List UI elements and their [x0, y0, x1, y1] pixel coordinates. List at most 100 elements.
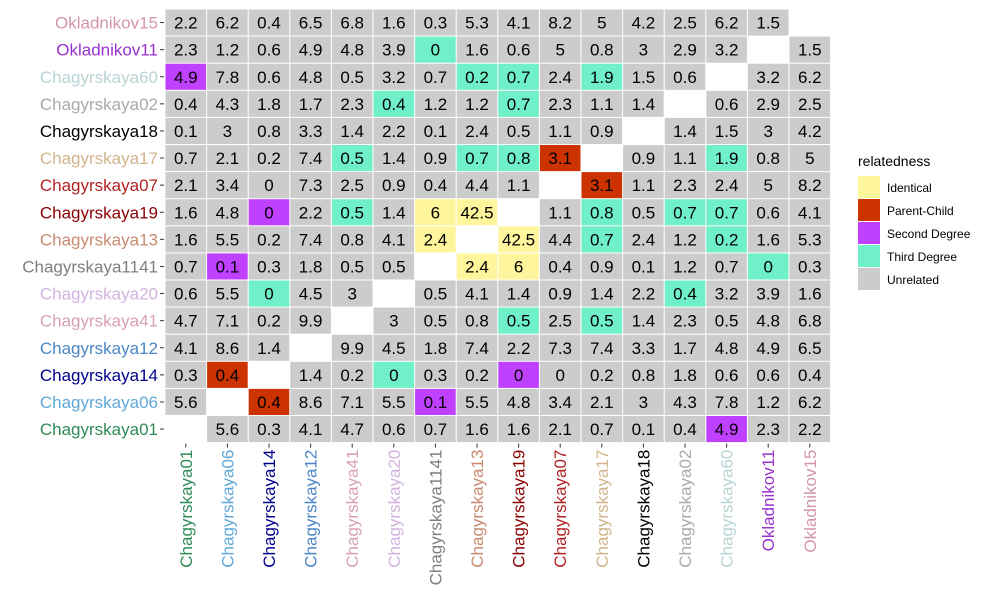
cell-value: 2.3 — [756, 420, 780, 439]
heatmap-cell — [789, 36, 831, 63]
heatmap-cell — [664, 334, 706, 361]
heatmap-cell — [581, 416, 623, 443]
cell-value: 0.5 — [715, 312, 739, 331]
heatmap-cell — [664, 416, 706, 443]
cell-value: 4.5 — [382, 339, 406, 358]
cell-value: 3.2 — [715, 285, 739, 304]
cell-value: 4.8 — [715, 339, 739, 358]
heatmap-cell — [623, 416, 664, 443]
cell-value: 1.1 — [632, 176, 656, 195]
cell-value: 2.2 — [507, 339, 531, 358]
x-tick-label: Chagyrskaya06 — [218, 450, 237, 568]
heatmap-cell — [248, 253, 290, 280]
cell-value: 3.2 — [756, 68, 780, 87]
cell-value: 6.8 — [340, 14, 364, 33]
x-tick-label: Chagyrskaya18 — [634, 450, 653, 568]
heatmap-cell — [747, 172, 789, 199]
cell-value: 0.3 — [174, 366, 198, 385]
heatmap-cell — [581, 307, 623, 334]
heatmap-cell — [415, 307, 456, 334]
cell-value: 4.1 — [465, 285, 489, 304]
cell-value: 2.3 — [673, 312, 697, 331]
x-tick-label: Chagyrskaya17 — [593, 450, 612, 568]
cell-value: 0.9 — [424, 149, 448, 168]
cell-value: 0.2 — [257, 230, 281, 249]
heatmap-cell — [623, 145, 664, 172]
cell-value: 0.8 — [632, 366, 656, 385]
x-tick-label: Okladnikov15 — [801, 450, 820, 553]
heatmap-cell — [290, 416, 331, 443]
cell-value: 6 — [514, 257, 523, 276]
heatmap-cell — [207, 36, 248, 63]
cell-value: 7.4 — [590, 339, 614, 358]
heatmap-cell — [456, 334, 498, 361]
cell-value: 0.3 — [798, 257, 822, 276]
cell-value: 4.3 — [673, 393, 697, 412]
heatmap-cell — [373, 334, 415, 361]
heatmap-cell — [456, 90, 498, 117]
cell-value: 2.2 — [382, 122, 406, 141]
cell-value: 2.3 — [673, 176, 697, 195]
heatmap-cell — [706, 199, 747, 226]
cell-value: 5.3 — [798, 230, 822, 249]
cell-value: 0.4 — [798, 366, 822, 385]
y-tick-label: Chagyrskaya14 — [40, 366, 158, 385]
cell-value: 0.7 — [507, 95, 531, 114]
heatmap-cell — [789, 63, 831, 90]
cell-value: 1.1 — [507, 176, 531, 195]
heatmap-cell — [706, 253, 747, 280]
cell-value: 1.5 — [756, 14, 780, 33]
heatmap-cell — [706, 36, 747, 63]
cell-value: 0.6 — [174, 285, 198, 304]
heatmap-cell — [290, 145, 331, 172]
heatmap-cell — [664, 172, 706, 199]
cell-value: 1.5 — [632, 68, 656, 87]
cell-value: 0.5 — [382, 257, 406, 276]
heatmap-cell — [581, 361, 623, 388]
cell-value: 0.8 — [590, 41, 614, 60]
heatmap-cell — [207, 117, 248, 144]
heatmap-cell — [373, 117, 415, 144]
cell-value: 0 — [389, 366, 398, 385]
y-tick-label: Chagyrskaya13 — [40, 230, 158, 249]
heatmap-cell — [290, 253, 331, 280]
heatmap-cell — [539, 36, 581, 63]
cell-value: 1.6 — [465, 420, 489, 439]
heatmap-cell — [456, 9, 498, 36]
cell-value: 0.1 — [424, 122, 448, 141]
cell-value: 7.8 — [715, 393, 739, 412]
cell-value: 0.7 — [424, 420, 448, 439]
heatmap-cell — [706, 145, 747, 172]
heatmap-cell — [456, 280, 498, 307]
heatmap-cell — [664, 361, 706, 388]
x-tick-label: Chagyrskaya14 — [260, 450, 279, 568]
cell-value: 3 — [347, 285, 356, 304]
cell-value: 4.8 — [507, 393, 531, 412]
heatmap-cell — [747, 226, 789, 253]
y-tick-label: Chagyrskaya20 — [40, 285, 158, 304]
heatmap-cell — [664, 63, 706, 90]
cell-value: 0.8 — [257, 122, 281, 141]
y-tick-label: Chagyrskaya02 — [40, 95, 158, 114]
cell-value: 4.5 — [299, 285, 323, 304]
cell-value: 0 — [264, 285, 273, 304]
heatmap-cell — [664, 145, 706, 172]
cell-value: 5 — [555, 41, 564, 60]
cell-value: 0.6 — [673, 68, 697, 87]
cell-value: 0.4 — [424, 176, 448, 195]
heatmap-cell — [415, 334, 456, 361]
cell-value: 1.6 — [465, 41, 489, 60]
heatmap-cell — [373, 253, 415, 280]
cell-value: 4.9 — [715, 420, 739, 439]
heatmap-cell — [498, 117, 539, 144]
cell-value: 1.9 — [590, 68, 614, 87]
heatmap-cell — [581, 117, 623, 144]
cell-value: 42.5 — [460, 203, 493, 222]
heatmap-cell — [248, 416, 290, 443]
heatmap-cell — [664, 199, 706, 226]
cell-value: 2.4 — [424, 230, 448, 249]
cell-value: 6.8 — [798, 312, 822, 331]
cell-value: 8.6 — [216, 339, 240, 358]
cell-value: 1.4 — [507, 285, 531, 304]
heatmap-cell — [539, 307, 581, 334]
